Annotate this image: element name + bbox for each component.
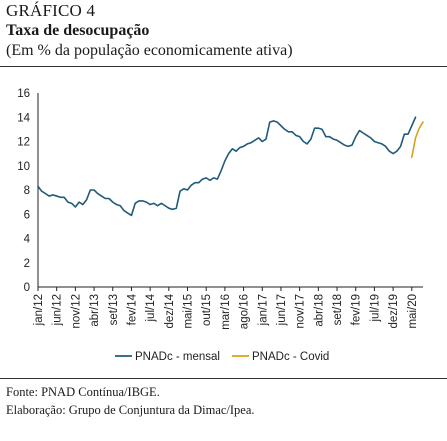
chart-subtitle: (Em % da população economicamente ativa) (6, 42, 293, 59)
y-tick-label: 10 (17, 161, 30, 173)
x-tick-label: nov/12 (70, 294, 82, 329)
y-tick-label: 0 (24, 282, 30, 294)
x-tick-label: out/15 (201, 294, 213, 326)
bottom-divider (0, 378, 447, 379)
chart-title: Taxa de desocupação (6, 22, 150, 39)
x-tick-label: abr/18 (313, 294, 325, 327)
x-tick-label: jan/12 (33, 294, 45, 326)
x-tick-label: mai/20 (407, 294, 419, 329)
x-tick-label: jun/12 (52, 294, 64, 326)
x-tick-label: mai/15 (183, 294, 195, 329)
chart-label: GRÁFICO 4 (6, 1, 96, 20)
series-line-covid (410, 121, 424, 159)
top-divider (0, 66, 447, 67)
x-tick-label: jul/14 (145, 293, 157, 322)
y-axis: 0 2 4 6 8 10 12 14 16 (17, 88, 39, 294)
unemployment-line-chart: 0 2 4 6 8 10 12 14 16 jan/12 jun/12 nov/12 abr/13 se… (17, 88, 424, 363)
x-tick-label: abr/13 (89, 294, 101, 327)
x-tick-label: dez/14 (164, 293, 176, 328)
legend-label: PNADc - mensal (135, 351, 220, 363)
x-tick-label: fev/19 (351, 294, 363, 325)
y-tick-label: 6 (24, 209, 30, 221)
series-layer (37, 116, 424, 217)
x-tick-label: jun/17 (276, 294, 288, 326)
legend-label: PNADc - Covid (252, 351, 329, 363)
credit-note: Elaboração: Grupo de Conjuntura da Dimac… (6, 403, 255, 417)
y-tick-label: 8 (24, 185, 30, 197)
y-tick-label: 4 (24, 234, 31, 246)
y-tick-label: 14 (17, 112, 30, 124)
x-tick-label: dez/19 (388, 294, 400, 329)
y-tick-label: 12 (17, 137, 30, 149)
x-tick-label: fev/14 (126, 293, 138, 325)
source-note: Fonte: PNAD Contínua/IBGE. (6, 385, 160, 399)
x-tick-label: jul/19 (369, 294, 381, 323)
y-tick-label: 16 (17, 88, 30, 100)
x-tick-label: nov/17 (295, 294, 307, 329)
x-tick-label: ago/16 (239, 294, 251, 329)
x-tick-label: mar/16 (220, 294, 232, 330)
y-tick-label: 2 (24, 258, 30, 270)
x-tick-label: set/18 (332, 294, 344, 325)
series-line-mensal (37, 116, 417, 217)
legend: PNADc - mensal PNADc - Covid (115, 351, 329, 363)
x-tick-label: jan/17 (257, 294, 269, 326)
x-axis: jan/12 jun/12 nov/12 abr/13 set/13 fev/14 jul/… (33, 286, 423, 330)
x-tick-label: set/13 (108, 294, 120, 325)
